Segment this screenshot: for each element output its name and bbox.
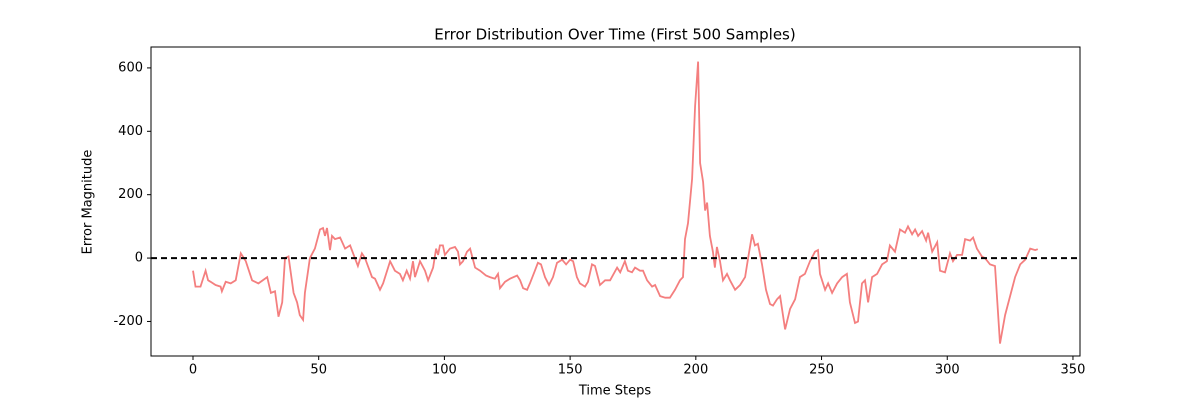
x-tick-label: 350 <box>1061 363 1086 378</box>
y-tick-label: 200 <box>118 187 143 202</box>
x-tick-label: 300 <box>935 363 960 378</box>
x-tick-label: 100 <box>432 363 457 378</box>
x-tick-label: 150 <box>558 363 583 378</box>
y-axis-label: Error Magnitude <box>81 150 96 255</box>
x-axis-label: Time Steps <box>578 384 652 399</box>
plot-frame <box>150 46 1081 357</box>
y-tick-label: -200 <box>113 314 143 329</box>
line-series <box>192 61 1039 344</box>
y-tick-label: 600 <box>118 60 143 75</box>
x-tick-label: 50 <box>310 363 327 378</box>
x-tick-label: 250 <box>809 363 834 378</box>
y-tick-label: 400 <box>118 124 143 139</box>
x-tick-label: 0 <box>189 363 197 378</box>
chart-title: Error Distribution Over Time (First 500 … <box>434 26 795 44</box>
y-tick-label: 0 <box>135 251 143 266</box>
x-tick-label: 200 <box>683 363 708 378</box>
